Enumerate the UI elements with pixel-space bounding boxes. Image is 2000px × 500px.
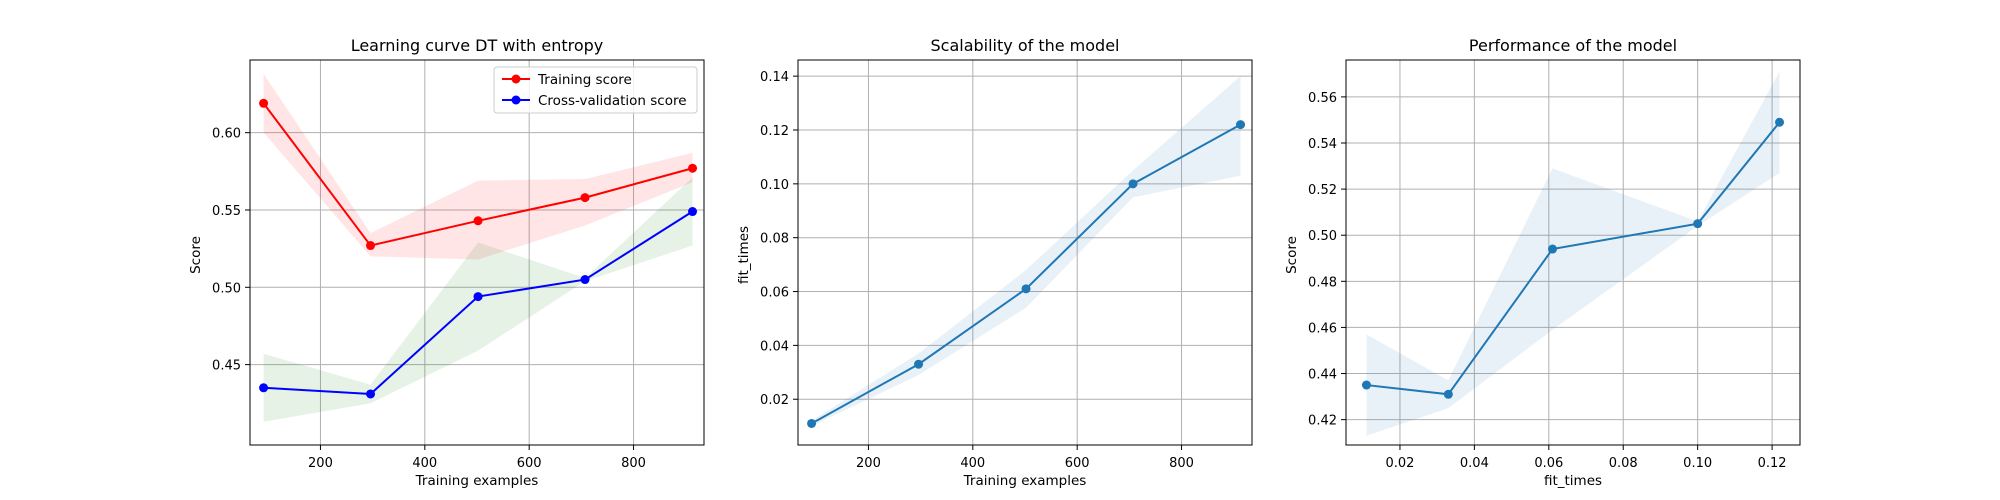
y-tick-label: 0.56: [1308, 91, 1337, 106]
data-point: [1361, 380, 1371, 390]
x-tick-label: 0.08: [1609, 456, 1638, 471]
x-axis-label: Training examples: [415, 473, 539, 489]
y-tick-label: 0.45: [212, 359, 241, 374]
chart-title: Performance of the model: [1469, 36, 1677, 55]
data-point: [688, 163, 698, 173]
y-tick-label: 0.08: [760, 232, 789, 247]
y-tick-label: 0.06: [760, 286, 789, 301]
std-band: [263, 73, 693, 260]
y-tick-label: 0.46: [1308, 321, 1337, 336]
x-tick-label: 0.04: [1460, 456, 1489, 471]
x-tick-label: 800: [621, 456, 646, 471]
x-axis-label: Training examples: [963, 473, 1087, 489]
y-tick-label: 0.42: [1308, 414, 1337, 429]
data-point: [366, 389, 376, 399]
data-point: [807, 418, 817, 428]
y-axis-label: fit_times: [736, 226, 752, 284]
learning-curve-panel: Learning curve DT with entropy Training …: [188, 36, 705, 489]
data-point: [914, 359, 924, 369]
data-point: [473, 216, 483, 226]
data-point: [688, 207, 698, 217]
data-point: [1236, 120, 1246, 130]
data-point: [259, 383, 269, 393]
y-tick-label: 0.04: [760, 339, 789, 354]
y-tick-label: 0.44: [1308, 368, 1337, 383]
legend-box: [493, 66, 698, 114]
y-tick-label: 0.48: [1308, 275, 1337, 290]
data-point: [473, 292, 483, 302]
y-tick-label: 0.50: [1308, 229, 1337, 244]
x-tick-label: 800: [1169, 456, 1194, 471]
performance-panel: Performance of the model fit_times Score…: [1284, 36, 1801, 489]
chart-title: Learning curve DT with entropy: [351, 36, 604, 55]
data-point: [1443, 389, 1453, 399]
x-tick-label: 0.06: [1534, 456, 1563, 471]
data-point: [259, 98, 269, 108]
axes-frame: [1345, 59, 1801, 446]
y-tick-label: 0.54: [1308, 137, 1337, 152]
x-tick-label: 400: [412, 456, 437, 471]
legend-marker: [511, 74, 521, 84]
data-point: [1693, 219, 1703, 229]
x-axis-label: fit_times: [1544, 473, 1602, 489]
y-tick-label: 0.60: [212, 127, 241, 142]
x-tick-label: 600: [1065, 456, 1090, 471]
y-tick-label: 0.55: [212, 204, 241, 219]
x-tick-label: 200: [308, 456, 333, 471]
data-point: [1021, 284, 1031, 294]
data-point: [580, 275, 590, 285]
x-tick-label: 600: [517, 456, 542, 471]
y-tick-label: 0.12: [760, 124, 789, 139]
axes-frame: [249, 59, 705, 446]
legend-label: Cross-validation score: [538, 93, 687, 109]
x-tick-label: 0.12: [1758, 456, 1787, 471]
data-point: [1128, 179, 1138, 189]
scalability-panel: Scalability of the model Training exampl…: [736, 36, 1253, 489]
legend-marker: [511, 95, 521, 105]
axes-frame: [797, 59, 1253, 446]
legend-label: Training score: [537, 72, 632, 88]
y-tick-label: 0.14: [760, 70, 789, 85]
data-point: [1775, 117, 1785, 127]
std-band: [1366, 71, 1780, 436]
y-axis-label: Score: [188, 236, 204, 274]
y-axis-label: Score: [1284, 236, 1300, 274]
x-tick-label: 0.02: [1385, 456, 1414, 471]
data-point: [1548, 244, 1558, 254]
y-tick-label: 0.50: [212, 281, 241, 296]
y-tick-label: 0.02: [760, 393, 789, 408]
data-point: [366, 241, 376, 251]
x-tick-label: 400: [960, 456, 985, 471]
x-tick-label: 200: [856, 456, 881, 471]
y-tick-label: 0.10: [760, 178, 789, 193]
y-tick-label: 0.52: [1308, 183, 1337, 198]
data-point: [580, 193, 590, 203]
x-tick-label: 0.10: [1683, 456, 1712, 471]
chart-title: Scalability of the model: [931, 36, 1120, 55]
